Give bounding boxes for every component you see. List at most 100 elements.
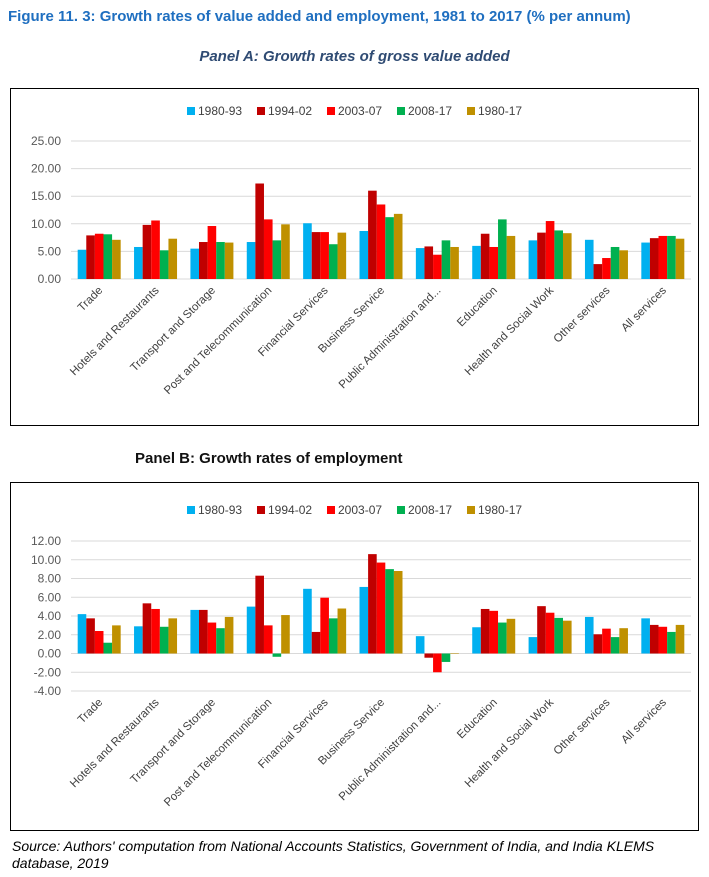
bar	[337, 608, 347, 654]
bar	[216, 242, 225, 279]
bar	[537, 232, 546, 279]
y-tick-label: 10.00	[31, 217, 61, 231]
bar	[562, 620, 572, 654]
bar	[246, 242, 256, 279]
legend-label: 1994-02	[268, 104, 312, 118]
bar	[537, 606, 546, 654]
bar	[112, 625, 121, 654]
bar	[667, 235, 676, 279]
bar	[554, 230, 563, 279]
bar	[263, 219, 273, 279]
figure-title: Figure 11. 3: Growth rates of value adde…	[8, 8, 631, 25]
bar	[376, 562, 386, 654]
bar	[216, 628, 225, 654]
bar	[584, 239, 594, 279]
y-tick-label: 5.00	[38, 244, 62, 258]
x-tick-label: Trade	[76, 697, 105, 726]
bar	[593, 264, 603, 279]
legend-swatch	[327, 107, 335, 115]
bar	[311, 631, 321, 654]
bar	[328, 244, 338, 279]
legend-swatch	[187, 107, 195, 115]
bar	[641, 618, 650, 654]
legend-swatch	[467, 107, 475, 115]
bar	[658, 235, 668, 279]
legend-label: 2003-07	[338, 104, 382, 118]
bar	[506, 618, 516, 654]
bar	[619, 628, 628, 654]
bar	[528, 240, 538, 279]
legend-label: 2003-07	[338, 503, 382, 517]
bar	[94, 233, 104, 279]
bar	[303, 223, 312, 279]
y-tick-label: 0.00	[38, 647, 62, 661]
bar	[441, 240, 451, 279]
bar	[303, 588, 312, 654]
bar	[506, 235, 516, 279]
bar	[376, 204, 386, 279]
bar	[255, 183, 264, 279]
bar	[610, 637, 620, 654]
bar	[472, 627, 481, 654]
x-tick-label: Other services	[552, 696, 613, 757]
bar	[528, 637, 538, 654]
bar	[77, 614, 87, 654]
x-tick-label: Education	[455, 285, 500, 330]
bar	[498, 219, 507, 279]
bar	[281, 224, 290, 279]
x-tick-label: Post and Telecommunication	[162, 285, 274, 397]
bar	[441, 653, 451, 662]
source-note: Source: Authors' computation from Nation…	[12, 838, 655, 871]
bar	[433, 254, 442, 279]
bar	[207, 622, 217, 654]
bar	[562, 233, 572, 279]
legend-swatch	[397, 506, 405, 514]
bar	[489, 610, 499, 654]
panel-a-chart: 1980-93 1994-02 2003-07 2008-17 1980-17 0.00 5…	[10, 88, 699, 426]
bar	[415, 636, 425, 654]
panel-b-title: Panel B: Growth rates of employment	[135, 450, 403, 467]
bar	[649, 624, 659, 654]
bar	[199, 242, 208, 279]
bar	[675, 238, 685, 279]
bar	[450, 246, 459, 279]
y-tick-label: 0.00	[38, 272, 62, 286]
bar	[424, 246, 434, 279]
bar	[311, 232, 321, 279]
bar	[281, 615, 290, 654]
bar	[142, 224, 152, 279]
legend-label: 1980-93	[198, 104, 242, 118]
bar	[641, 242, 650, 279]
bar	[593, 634, 603, 654]
bar	[545, 221, 555, 279]
bar	[159, 250, 169, 279]
y-tick-label: 4.00	[38, 609, 62, 623]
bar	[86, 618, 95, 654]
legend-swatch	[187, 506, 195, 514]
bar	[263, 625, 273, 654]
bar	[393, 213, 403, 279]
x-tick-label: Public Administration and...	[337, 285, 444, 392]
legend-label: 1980-93	[198, 503, 242, 517]
bar	[190, 248, 200, 279]
bar	[168, 618, 178, 654]
x-tick-label: Post and Telecommunication	[162, 697, 274, 809]
legend-swatch	[397, 107, 405, 115]
panel-b-chart: 1980-93 1994-02 2003-07 2008-17 1980-17 -4.00…	[10, 482, 699, 831]
bar	[480, 608, 490, 654]
bar	[610, 246, 620, 279]
y-tick-label: 6.00	[38, 590, 62, 604]
bar	[489, 246, 499, 279]
bar	[584, 616, 594, 654]
bar	[159, 626, 169, 654]
legend-label: 1980-17	[478, 503, 522, 517]
bar	[472, 245, 481, 279]
bar	[368, 554, 377, 654]
bar	[602, 628, 611, 654]
bar	[498, 622, 507, 654]
x-tick-label: All services	[619, 696, 669, 746]
x-tick-label: All services	[619, 284, 669, 334]
bar	[359, 230, 369, 279]
bar	[320, 232, 329, 279]
legend-label: 2008-17	[408, 503, 452, 517]
